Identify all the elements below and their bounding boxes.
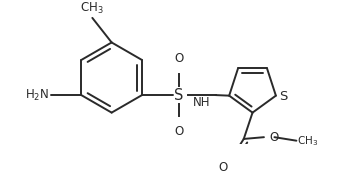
Text: O: O (219, 161, 228, 174)
Text: O: O (174, 52, 184, 65)
Text: CH$_3$: CH$_3$ (297, 134, 318, 148)
Text: S: S (174, 88, 184, 103)
Text: NH: NH (193, 96, 210, 109)
Text: O: O (174, 125, 184, 138)
Text: H$_2$N: H$_2$N (24, 88, 49, 103)
Text: CH$_3$: CH$_3$ (80, 1, 103, 16)
Text: O: O (269, 131, 278, 144)
Text: S: S (279, 90, 288, 103)
